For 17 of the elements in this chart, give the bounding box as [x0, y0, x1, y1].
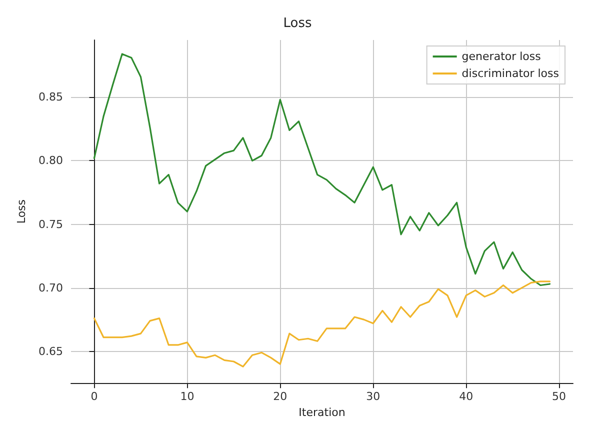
y-tick-label: 0.65 [38, 344, 63, 358]
y-axis-title: Loss [15, 199, 28, 224]
y-tick-label: 0.75 [38, 218, 63, 231]
x-tick-label: 50 [552, 390, 566, 404]
y-tick-label: 0.70 [38, 281, 63, 294]
x-tick-label: 10 [180, 390, 194, 404]
legend-label: discriminator loss [462, 67, 560, 80]
x-tick-label: 0 [90, 390, 98, 404]
x-tick-label: 30 [366, 390, 380, 404]
x-axis-title: Iteration [298, 406, 346, 419]
chart-title: Loss [283, 16, 312, 31]
x-tick-label: 40 [459, 390, 474, 404]
x-tick-label: 20 [273, 390, 288, 404]
line-series [93, 280, 551, 368]
y-tick-label: 0.85 [38, 90, 63, 104]
y-tick-label: 0.80 [38, 154, 63, 168]
legend-label: generator loss [462, 50, 542, 63]
